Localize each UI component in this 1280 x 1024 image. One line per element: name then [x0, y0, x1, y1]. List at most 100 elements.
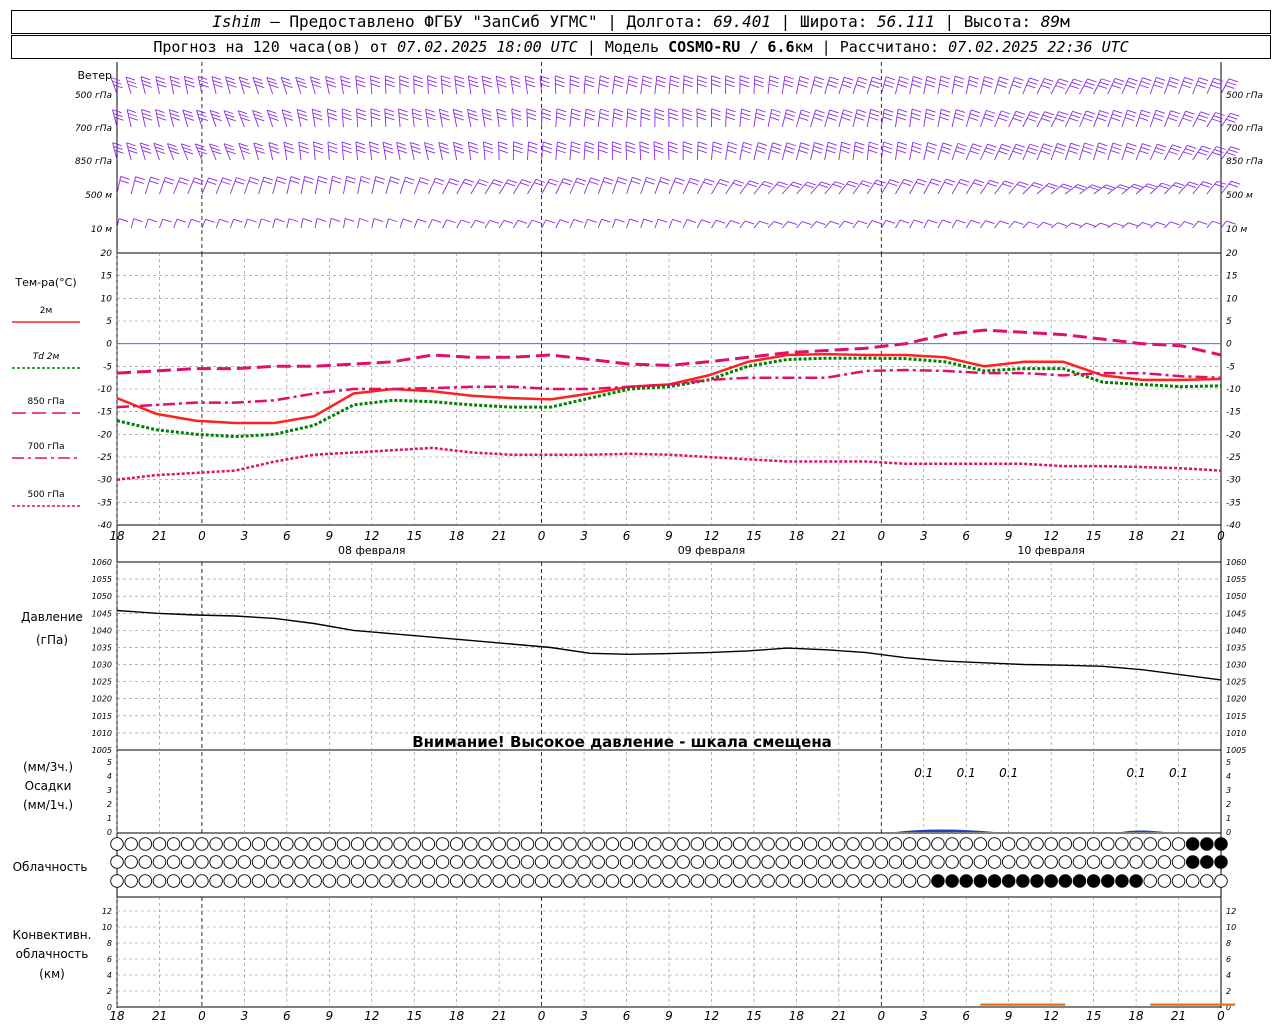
- cloud-cover-circle: [124, 837, 138, 851]
- wind-barb-feather: [832, 183, 843, 188]
- wind-barb-feather: [435, 177, 445, 182]
- wind-barb-staff: [357, 218, 360, 229]
- wind-barb-feather: [342, 145, 352, 150]
- cloud-cover-circle: [959, 855, 973, 869]
- wind-barb-feather: [912, 79, 922, 84]
- wind-barb-staff: [682, 75, 685, 95]
- cloud-cover-circle: [464, 874, 478, 888]
- wind-barb-feather: [432, 219, 442, 223]
- wind-barb-feather: [627, 116, 637, 121]
- pressure-tick-label-right: 1005: [1226, 746, 1246, 755]
- cloud-cover-circle: [1129, 837, 1143, 851]
- wind-barb-feather: [858, 76, 868, 81]
- wind-barb-feather: [786, 109, 796, 114]
- precip-amount-label: 0.1: [914, 766, 933, 780]
- temp-series-2: [116, 328, 1222, 375]
- wind-barb-feather: [1167, 84, 1177, 89]
- cloud-cover-circle: [322, 874, 337, 888]
- pressure-tick-label-left: 1005: [92, 746, 112, 755]
- wind-barb-feather: [326, 79, 336, 84]
- cloud-cover-circle: [733, 855, 747, 869]
- cloud-cover-circle: [633, 837, 648, 851]
- wind-barb-feather: [860, 183, 870, 188]
- wind-barb-feather: [413, 83, 424, 88]
- wind-barb-feather: [374, 179, 385, 184]
- conv-tick-label-right: 8: [1226, 939, 1231, 948]
- wind-barb-feather: [331, 179, 341, 184]
- wind-barb-feather: [1045, 185, 1056, 190]
- cloud-cover-circle: [789, 855, 804, 869]
- pressure-warning: Внимание! Высокое давление - шкала смеще…: [412, 733, 832, 751]
- wind-barb-feather: [798, 83, 808, 88]
- cloud-cover-circle: [775, 837, 789, 851]
- wind-barb-feather: [585, 75, 595, 80]
- wind-barb-feather: [296, 109, 307, 113]
- temp-tick-label-right: 10: [1226, 294, 1238, 304]
- wind-barb-feather: [440, 149, 450, 154]
- wind-barb-feather: [280, 76, 291, 81]
- wind-barb-feather: [255, 117, 265, 122]
- wind-barb-staff: [298, 141, 302, 161]
- wind-barb-feather: [167, 143, 177, 147]
- wind-barb-staff: [852, 180, 864, 195]
- wind-barb-feather: [266, 76, 276, 81]
- cloud-cover-circle: [1101, 855, 1115, 869]
- wind-barb-feather: [168, 146, 178, 151]
- wind-barb-feather: [960, 178, 970, 183]
- wind-barb-staff: [413, 177, 421, 195]
- wind-barb-feather: [396, 141, 406, 146]
- wind-barb-feather: [1214, 183, 1224, 188]
- wind-barb-feather: [985, 147, 996, 152]
- cloud-cover-circle: [166, 855, 181, 869]
- wind-barb-feather: [987, 182, 997, 187]
- wind-barb-feather: [925, 83, 935, 88]
- wind-barb-feather: [785, 113, 795, 117]
- wind-barb-feather: [127, 146, 137, 150]
- wind-barb-feather: [783, 83, 793, 88]
- wind-barb-feather: [157, 116, 167, 121]
- wind-barb-feather: [356, 149, 366, 154]
- cloud-cover-circle: [704, 855, 719, 869]
- wind-barb-staff: [341, 108, 344, 128]
- wind-barb-feather: [654, 108, 665, 113]
- wind-barb-staff: [625, 141, 627, 161]
- wind-barb-feather: [1226, 118, 1236, 123]
- cloud-cover-circle: [817, 837, 832, 851]
- wind-barb-feather: [725, 116, 736, 121]
- wind-barb-feather: [332, 175, 342, 180]
- wind-barb-staff: [781, 76, 786, 95]
- wind-barb-staff: [753, 181, 765, 195]
- wind-barb-staff: [126, 142, 132, 161]
- cloud-cover-circle: [181, 874, 195, 888]
- wind-barb-feather: [599, 83, 609, 88]
- wind-barb-feather: [640, 149, 650, 154]
- wind-barb-feather: [1012, 117, 1022, 122]
- wind-barb-feather: [998, 117, 1008, 122]
- wind-barb-feather: [1145, 185, 1155, 190]
- temp-tick-label-left: -20: [97, 430, 112, 440]
- wind-barb-feather: [654, 112, 665, 117]
- wind-barb-staff: [597, 218, 602, 229]
- wind-barb-feather: [1198, 114, 1208, 119]
- wind-barb-feather: [238, 142, 248, 147]
- wind-barb-staff: [1036, 221, 1044, 229]
- conv-tick-label-left: 8: [107, 939, 112, 948]
- wind-barb-staff: [1135, 77, 1143, 95]
- provider: — Предоставлено ФГБУ "ЗапСиб УГМС": [270, 12, 598, 31]
- wind-barb-feather: [1157, 143, 1167, 148]
- wind-barb-feather: [289, 179, 300, 184]
- cloud-cover-circle: [449, 855, 464, 869]
- wind-barb-staff: [725, 179, 736, 195]
- wind-barb-feather: [1026, 150, 1036, 155]
- wind-barb-feather: [557, 141, 567, 146]
- cloud-cover-circle: [1214, 855, 1228, 869]
- wind-barb-feather: [497, 116, 507, 121]
- wind-barb-feather: [1213, 77, 1224, 82]
- wind-barb-staff: [1206, 146, 1217, 161]
- wind-barb-feather: [211, 113, 221, 118]
- wind-barb-staff: [496, 109, 500, 128]
- cloud-cover-circle: [817, 874, 832, 888]
- wind-barb-staff: [343, 176, 348, 195]
- wind-barb-feather: [570, 75, 580, 80]
- wind-barb-feather: [1097, 85, 1108, 89]
